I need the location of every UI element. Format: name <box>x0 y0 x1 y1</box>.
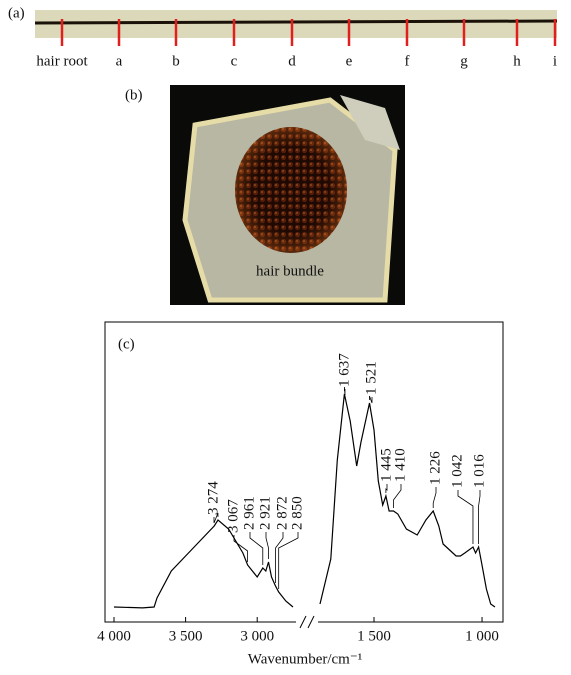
marker-label: f <box>405 53 410 69</box>
spectrum <box>113 519 294 609</box>
peak-leader <box>233 535 249 562</box>
peak-label: 2 850 <box>289 496 305 530</box>
x-tick-label: 1 000 <box>465 628 499 644</box>
x-tick-label: 3 000 <box>240 628 274 644</box>
marker-label: a <box>116 53 123 69</box>
peak-leader <box>478 490 481 544</box>
hair <box>34 19 558 25</box>
panel-label: (c) <box>118 336 135 352</box>
peak-label: 3 067 <box>225 499 241 533</box>
x-tick-label: 3 500 <box>169 628 203 644</box>
peak-leader <box>278 532 299 589</box>
peak-leader <box>432 487 437 508</box>
peak-label: 1 226 <box>427 451 443 485</box>
peak-leader <box>457 490 474 544</box>
panel-label: (a) <box>8 5 25 21</box>
peak-leader <box>344 386 346 396</box>
resin-edge <box>340 95 400 150</box>
peak-label: 1 637 <box>336 353 352 387</box>
marker-label: b <box>172 53 180 69</box>
x-tick-label: 1 500 <box>357 628 391 644</box>
x-axis-label: Wavenumber/cm⁻¹ <box>248 651 363 667</box>
marker-label: c <box>231 53 238 69</box>
caption: hair bundle <box>256 263 324 279</box>
peak-label: 1 042 <box>449 454 465 488</box>
bundle-shade <box>235 127 347 253</box>
peak-label: 1 016 <box>471 454 487 488</box>
axis-break <box>296 614 318 629</box>
peak-leader <box>213 512 219 524</box>
marker-label: d <box>288 53 296 69</box>
peak-label: 2 921 <box>257 496 273 530</box>
marker-label: e <box>346 53 353 69</box>
peak-label: 1 410 <box>392 448 408 482</box>
peak-leader <box>385 484 388 493</box>
peak-label: 2 961 <box>241 496 257 530</box>
peak-leader <box>369 395 373 404</box>
peak-leader <box>393 484 402 508</box>
peak-label: 2 872 <box>274 496 290 530</box>
peak-leader <box>249 532 264 565</box>
peak-label: 1 445 <box>378 448 394 482</box>
marker-label: i <box>553 53 557 69</box>
peak-label: 3 274 <box>205 481 221 515</box>
peak-leader <box>265 532 269 559</box>
peak-leader <box>275 532 284 583</box>
spectrum <box>319 393 496 608</box>
peak-label: 1 521 <box>363 361 379 395</box>
panel-label: (b) <box>125 87 143 103</box>
markers: hair root a b c d e f g h i <box>36 19 557 69</box>
marker-label: g <box>460 53 468 69</box>
x-tick-label: 4 000 <box>97 628 131 644</box>
marker-label: hair root <box>36 53 88 69</box>
marker-label: h <box>513 53 521 69</box>
